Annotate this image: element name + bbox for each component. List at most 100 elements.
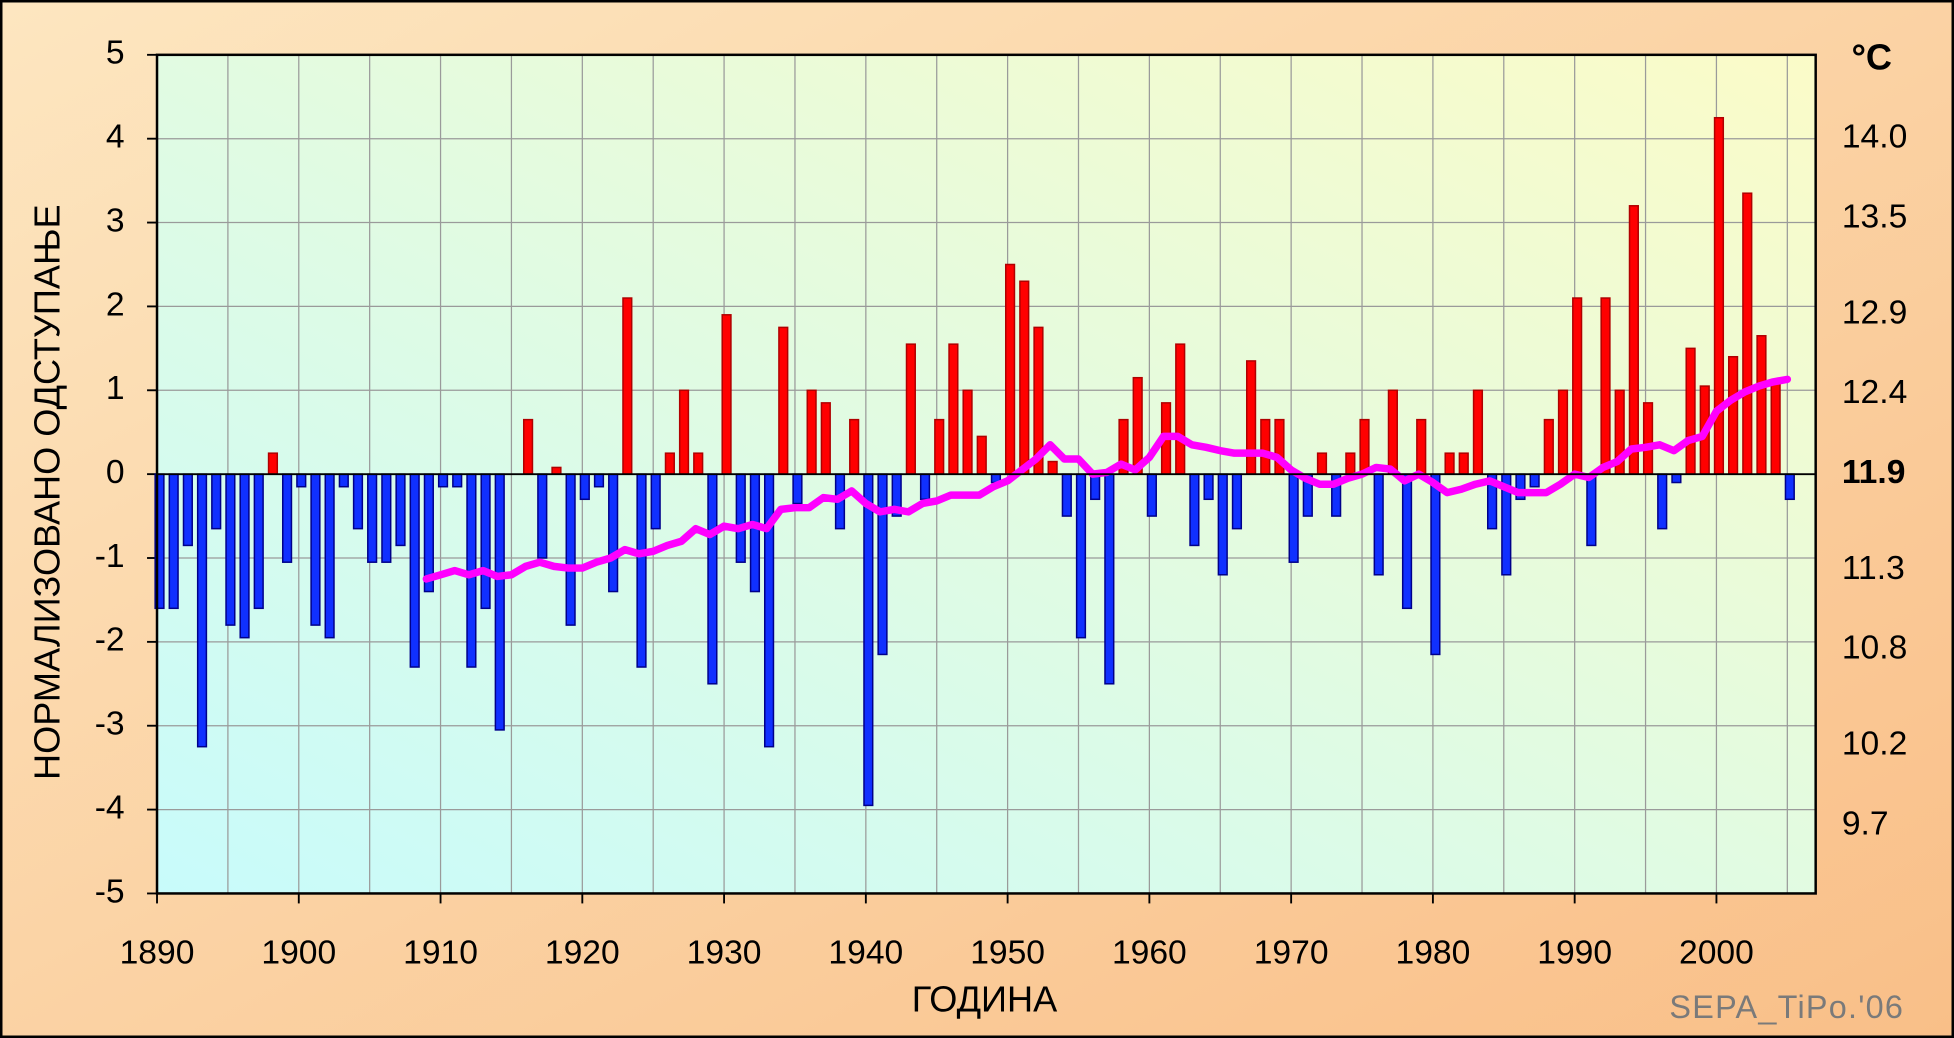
bar bbox=[324, 473, 335, 639]
bar bbox=[1288, 473, 1299, 563]
bar bbox=[281, 473, 293, 563]
bar bbox=[1132, 376, 1143, 475]
y2-tick-label: 9.7 bbox=[1842, 805, 1889, 842]
y2-tick-label: 10.8 bbox=[1842, 630, 1907, 667]
bar bbox=[622, 297, 633, 475]
bar bbox=[863, 473, 874, 807]
plot-layer: -5 -4 -3 -2 -1 0 1 2 3 4 5 1890 1900 1910 1920 1930 1940… bbox=[95, 35, 1908, 972]
y2-tick-label: 12.4 bbox=[1842, 374, 1907, 411]
bar bbox=[1642, 402, 1654, 475]
y-tick-label: 4 bbox=[106, 119, 125, 156]
y2-tick-label: 13.5 bbox=[1842, 198, 1907, 235]
bar bbox=[253, 473, 264, 610]
y2-tick-label: 11.3 bbox=[1842, 550, 1905, 587]
x-tick-label: 1960 bbox=[1112, 934, 1187, 971]
bar bbox=[168, 473, 179, 610]
bar bbox=[1373, 473, 1384, 576]
bar bbox=[1685, 347, 1696, 475]
y-tick-label: -5 bbox=[95, 873, 125, 910]
x-tick-label: 1970 bbox=[1254, 934, 1329, 971]
bar bbox=[1075, 473, 1087, 639]
bar bbox=[1260, 418, 1271, 475]
y-tick-label: 5 bbox=[106, 35, 125, 72]
bar bbox=[1203, 473, 1214, 501]
bar bbox=[1401, 473, 1413, 610]
bar bbox=[1090, 473, 1101, 501]
bar bbox=[1061, 473, 1072, 517]
bar bbox=[225, 473, 236, 626]
bar bbox=[352, 473, 364, 530]
bar bbox=[792, 473, 803, 505]
bar bbox=[182, 473, 193, 547]
bar bbox=[593, 473, 605, 488]
bar bbox=[650, 473, 661, 530]
y-tick-label: 1 bbox=[106, 370, 125, 407]
x-tick-label: 1930 bbox=[687, 934, 762, 971]
x-tick-label: 1950 bbox=[970, 934, 1045, 971]
bar bbox=[1245, 360, 1257, 475]
bar bbox=[395, 473, 406, 547]
bar bbox=[1189, 473, 1200, 547]
bar bbox=[409, 473, 420, 668]
bar bbox=[707, 473, 718, 685]
bar bbox=[806, 389, 817, 475]
bar bbox=[437, 473, 449, 488]
x-tick-label: 1920 bbox=[545, 934, 620, 971]
bar bbox=[1458, 452, 1469, 475]
bar bbox=[1713, 116, 1725, 475]
bar bbox=[1543, 418, 1554, 475]
x-tick-label: 1890 bbox=[120, 934, 195, 971]
bar bbox=[976, 435, 987, 475]
bar bbox=[1529, 473, 1540, 488]
bar bbox=[1387, 389, 1398, 475]
y-tick-label: -4 bbox=[95, 789, 125, 826]
bar bbox=[693, 452, 704, 475]
y-tick-label: 0 bbox=[106, 454, 125, 491]
bar bbox=[310, 473, 321, 626]
bar bbox=[721, 314, 732, 475]
bar bbox=[296, 473, 307, 488]
bar bbox=[522, 418, 534, 475]
bar bbox=[735, 473, 746, 563]
x-tick-label: 1900 bbox=[261, 934, 336, 971]
bar bbox=[452, 473, 463, 488]
bar bbox=[905, 343, 916, 475]
x-tick-label: 1980 bbox=[1396, 934, 1471, 971]
bar bbox=[1784, 473, 1795, 501]
bar bbox=[1756, 335, 1767, 475]
bar bbox=[1472, 389, 1484, 475]
y-tick-label: 2 bbox=[106, 286, 125, 323]
bar bbox=[820, 402, 831, 475]
bar bbox=[338, 473, 349, 488]
bar bbox=[948, 343, 959, 475]
bar bbox=[778, 326, 789, 475]
bar bbox=[1671, 473, 1682, 484]
bar bbox=[1572, 297, 1583, 475]
bar bbox=[1019, 280, 1030, 475]
bar bbox=[1628, 205, 1639, 475]
bar bbox=[211, 473, 222, 530]
trend-line bbox=[422, 375, 1792, 583]
bar bbox=[636, 473, 647, 668]
bar bbox=[367, 473, 378, 563]
y2-tick-label: 14.0 bbox=[1842, 119, 1907, 156]
bar bbox=[1557, 389, 1569, 475]
bar bbox=[664, 452, 675, 475]
bar bbox=[494, 473, 505, 731]
y-axis-label: НОРМАЛИЗОВАНО ОДСТУПАЊЕ bbox=[26, 204, 67, 780]
bar bbox=[1104, 473, 1115, 685]
bar bbox=[196, 473, 208, 748]
bar bbox=[1430, 473, 1441, 656]
y-tick-label: -1 bbox=[95, 538, 125, 575]
bar bbox=[1231, 473, 1243, 530]
y-tick-label: 3 bbox=[106, 202, 125, 239]
x-axis-label: ГОДИНА bbox=[912, 978, 1058, 1019]
bar bbox=[877, 473, 888, 656]
bar bbox=[551, 466, 562, 475]
bar bbox=[1600, 297, 1611, 475]
bar bbox=[1770, 381, 1781, 475]
y2-tick-label: 10.2 bbox=[1842, 726, 1907, 763]
bar bbox=[381, 473, 392, 563]
